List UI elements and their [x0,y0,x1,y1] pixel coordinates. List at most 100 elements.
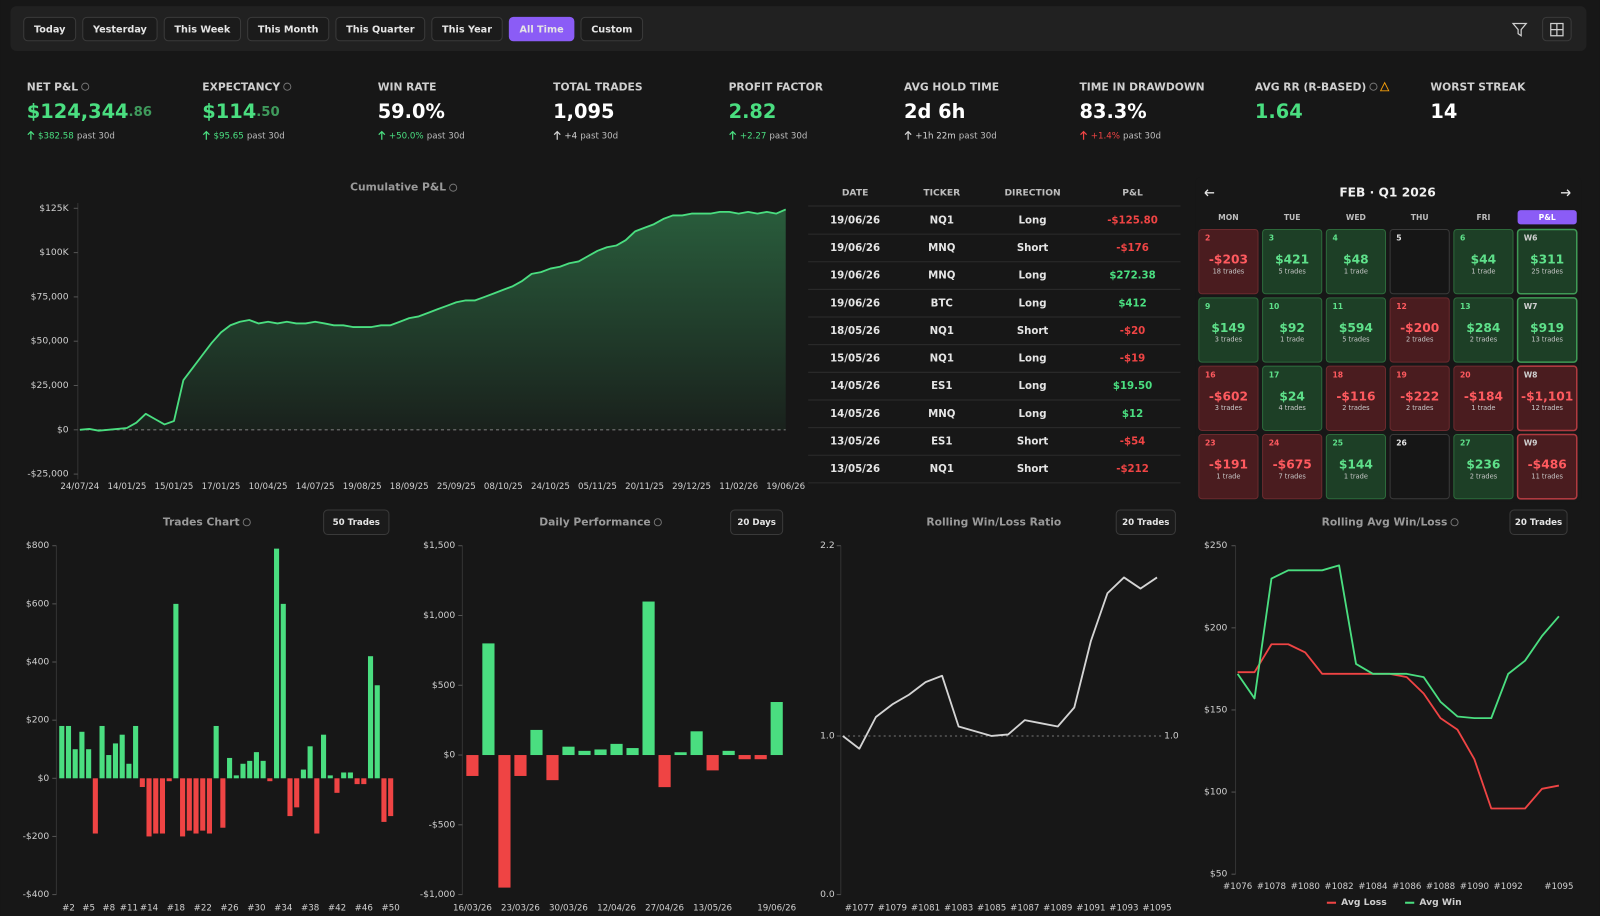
x-tick-label: 08/10/25 [484,482,523,492]
range-button[interactable] [163,16,242,42]
calendar-cell[interactable] [1453,434,1514,500]
info-icon [242,518,251,527]
reference-label: 1.0 [1164,731,1179,742]
y-tick-label: $200 [1204,622,1228,633]
range-select-label[interactable]: 20 Trades [1122,518,1169,528]
stat-change-note: past 30d [247,131,285,141]
filter-icon[interactable] [1511,22,1528,37]
range-select[interactable] [730,509,784,536]
calendar-cell[interactable] [1325,229,1387,295]
table-cell: Long [1019,271,1047,282]
range-button[interactable] [431,16,503,42]
x-tick-label: #14 [140,903,159,913]
stat-value: 83.3% [1079,100,1146,123]
stat-value-cents: .50 [256,105,279,120]
y-tick-label: $100 [1204,787,1228,798]
calendar-cell[interactable] [1389,297,1450,363]
calendar-pnl: $24 [1279,389,1305,403]
calendar-cell[interactable] [1389,229,1450,295]
warning-icon [1379,81,1390,92]
calendar-cell[interactable] [1389,365,1450,431]
range-button[interactable] [82,16,158,42]
bar [578,750,591,756]
y-tick-label: $800 [26,540,50,551]
day-header: WED [1346,213,1366,222]
bar [341,772,347,779]
range-select[interactable] [1509,509,1568,536]
calendar-cell[interactable] [1325,365,1387,431]
trend-arrow [378,130,386,140]
y-tick-label: -$200 [23,831,50,842]
range-button[interactable] [23,16,77,42]
x-tick-label: #8 [102,903,115,913]
bar [354,778,360,785]
calendar-cell[interactable] [1262,365,1323,431]
stat-change-note: past 30d [769,131,807,141]
table-cell: -$176 [1116,243,1149,254]
stat-change-note: past 30d [580,131,618,141]
calendar-cell[interactable] [1198,434,1259,500]
stat-change-note: past 30d [959,131,997,141]
next-month[interactable] [1560,189,1571,197]
calendar-cell[interactable] [1453,365,1514,431]
layout-button[interactable] [1542,16,1572,42]
x-tick-label: #1095 [1142,903,1171,913]
calendar-cell[interactable] [1453,229,1514,295]
calendar-cell[interactable] [1262,434,1323,500]
range-button-label[interactable]: Yesterday [92,25,148,36]
calendar-cell[interactable] [1453,297,1514,363]
layout-icon[interactable] [1550,22,1564,37]
prev-month[interactable] [1204,189,1215,197]
stat-value: $124,344.86 [27,100,152,123]
range-select-label[interactable]: 50 Trades [333,518,380,528]
calendar-cell[interactable] [1389,434,1450,500]
calendar-cell[interactable] [1198,297,1259,363]
bar [253,752,259,779]
stat-label: PROFIT FACTOR [729,81,824,94]
range-button-label[interactable]: This Month [258,25,319,36]
range-select[interactable] [323,509,390,536]
calendar-cell[interactable] [1262,297,1323,363]
range-button-label[interactable]: This Year [442,25,492,36]
table-cell: 14/05/26 [830,381,880,392]
calendar-trades: 1 trade [1471,404,1495,412]
calendar-cell[interactable] [1325,297,1387,363]
y-tick-label: $75,000 [31,291,69,302]
y-tick-label: $1,000 [423,610,455,621]
range-button-label[interactable]: Today [34,25,66,36]
range-button[interactable] [335,16,426,42]
calendar-cell[interactable] [1198,229,1259,295]
range-select-label[interactable]: 20 Trades [1515,518,1562,528]
bar [754,755,767,760]
calendar-cell[interactable] [1516,433,1578,500]
range-button-label[interactable]: This Quarter [346,25,415,36]
range-button-label[interactable]: Custom [591,25,632,36]
range-button-label[interactable]: All Time [520,25,565,36]
x-tick-label: #46 [355,903,373,913]
bar [106,755,112,779]
range-button[interactable] [247,16,330,42]
stat-label: AVG RR (R-BASED) [1255,81,1366,94]
calendar-day: 4 [1332,234,1337,243]
calendar-cell[interactable] [1516,228,1578,295]
range-button-label[interactable]: This Week [174,25,230,36]
calendar-cell[interactable] [1198,365,1259,431]
range-button[interactable] [508,16,575,42]
stat-value-main: 1.64 [1255,100,1303,123]
x-tick-label: #5 [82,903,95,913]
range-button[interactable] [580,16,644,42]
table-cell: Long [1019,409,1047,420]
x-tick-label: #1093 [1109,903,1138,913]
calendar-cell[interactable] [1516,297,1578,363]
calendar-cell[interactable] [1262,229,1323,295]
week-header-pill [1517,210,1577,225]
calendar-cell[interactable] [1516,365,1578,432]
x-tick-label: #1085 [977,903,1006,913]
range-select-label[interactable]: 20 Days [737,518,776,528]
range-select[interactable] [1115,509,1176,536]
calendar-pnl: $421 [1275,253,1309,267]
calendar-cell[interactable] [1325,434,1387,500]
y-tick-label: $150 [1204,704,1228,715]
x-tick-label: 05/11/25 [578,482,617,492]
